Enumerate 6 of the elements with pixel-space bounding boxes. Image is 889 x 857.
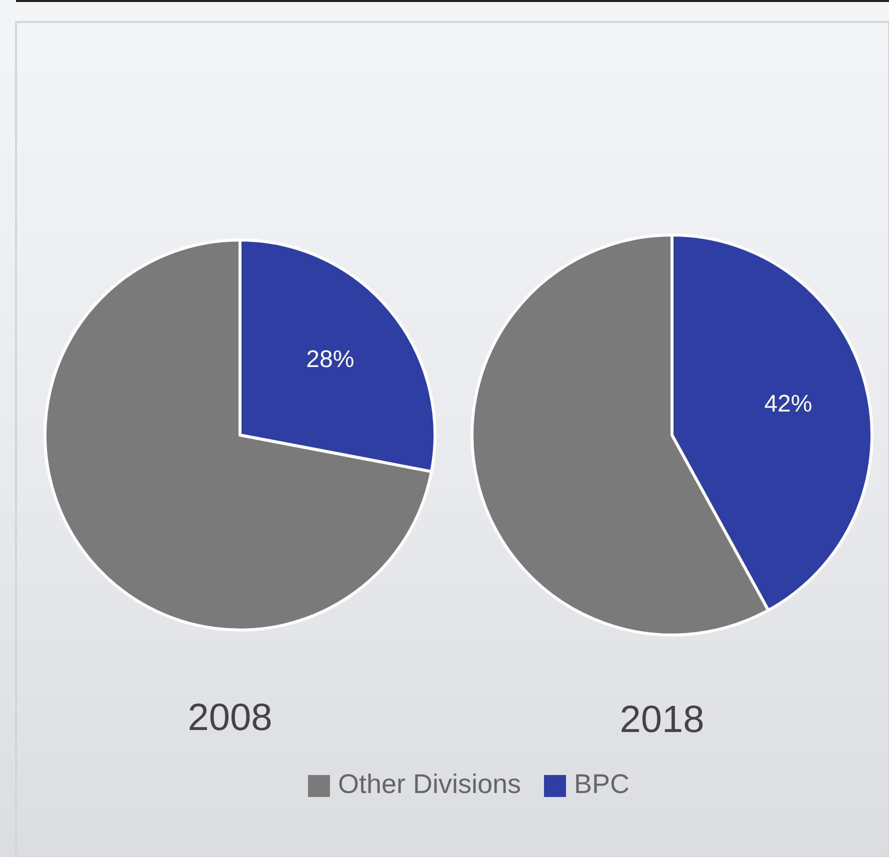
data-label: 28% xyxy=(306,346,354,373)
legend-label: BPC xyxy=(574,769,630,800)
slice-label: 2008 xyxy=(188,697,272,739)
data-label: 42% xyxy=(764,390,812,418)
slice-label: 2018 xyxy=(620,699,704,741)
slice-label: Other Divisions xyxy=(338,769,522,800)
